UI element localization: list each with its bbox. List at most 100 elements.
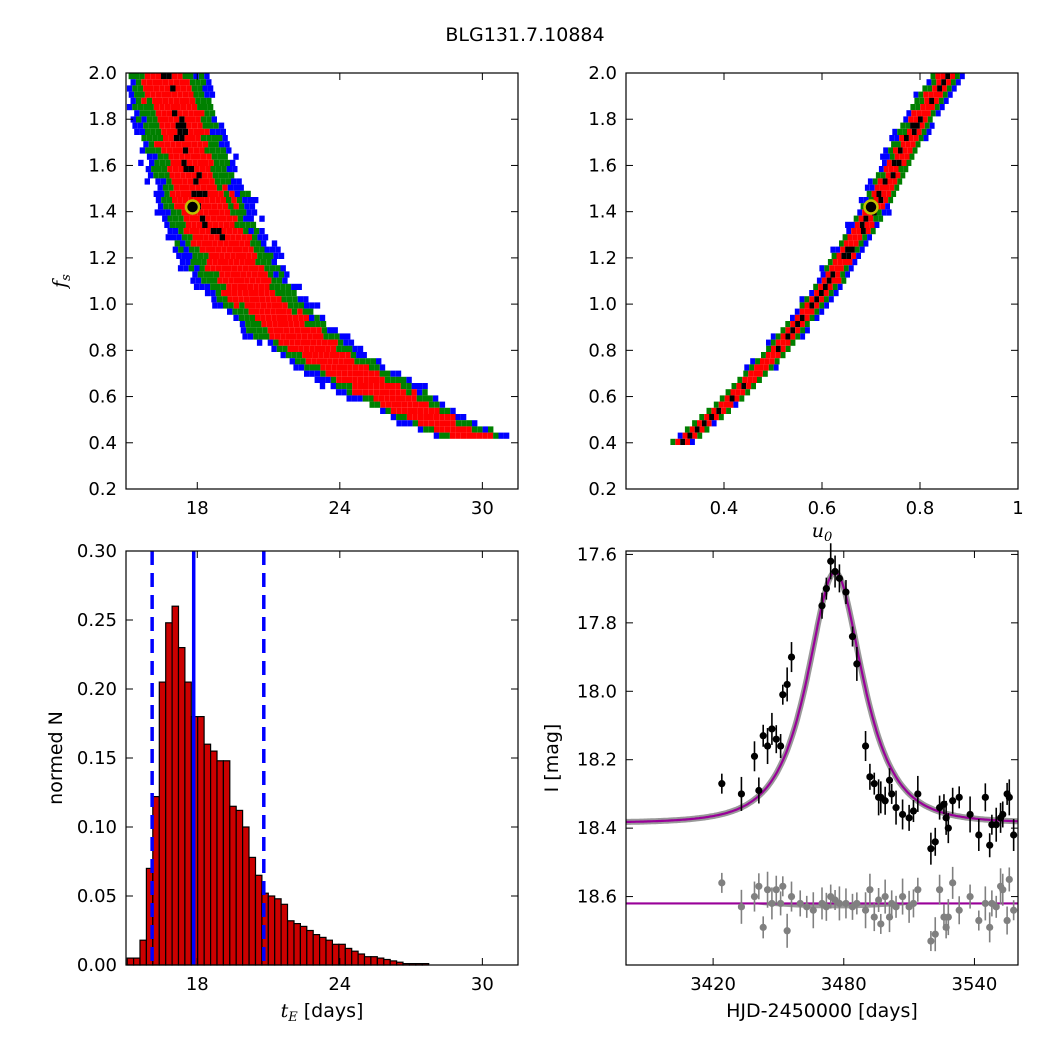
data-point — [763, 742, 772, 750]
heatmap-cell — [891, 190, 897, 197]
heatmap-cell — [352, 389, 358, 396]
heatmap-cell — [156, 166, 162, 173]
data-point — [861, 742, 870, 750]
heatmap-cell — [171, 234, 177, 241]
heatmap-cell — [861, 228, 866, 235]
heatmap-cell — [166, 197, 172, 204]
heatmap-cell — [204, 73, 210, 80]
heatmap-cell — [860, 203, 866, 210]
heatmap-cell — [202, 122, 208, 129]
heatmap-cell — [911, 128, 917, 135]
heatmap-cell — [285, 333, 291, 340]
heatmap-cell — [251, 271, 258, 278]
heatmap-cell — [168, 135, 174, 142]
heatmap-cell — [205, 166, 211, 173]
heatmap-cell — [699, 426, 705, 433]
heatmap-cell — [214, 178, 221, 185]
heatmap-cell — [296, 352, 303, 359]
data-point — [827, 557, 835, 565]
heatmap-cell — [155, 91, 162, 98]
heatmap-cell — [863, 197, 869, 204]
heatmap-cell — [210, 283, 216, 290]
heatmap-cell — [297, 296, 304, 303]
heatmap-cell — [249, 277, 256, 284]
heatmap-cell — [228, 302, 234, 309]
heatmap-cell — [244, 259, 250, 266]
residual-point — [975, 916, 983, 925]
heatmap-cell — [172, 246, 179, 253]
heatmap-cell — [390, 383, 396, 390]
heatmap-cell — [275, 246, 281, 253]
heatmap-cell — [223, 221, 230, 228]
heatmap-cell — [704, 426, 710, 433]
heatmap-cell — [261, 321, 267, 328]
heatmap-cell — [417, 407, 424, 414]
heatmap-cell — [400, 389, 407, 396]
heatmap-cell — [173, 79, 180, 86]
heatmap-cell — [498, 432, 504, 439]
histogram-bar — [248, 856, 257, 966]
heatmap-cell — [821, 277, 827, 284]
heatmap-cell — [903, 116, 909, 123]
heatmap-cell — [872, 178, 878, 185]
heatmap-cell — [278, 327, 284, 334]
heatmap-cell — [466, 420, 472, 427]
heatmap-cell — [390, 376, 396, 383]
heatmap-cell — [138, 159, 144, 166]
heatmap-cell — [211, 184, 217, 191]
x-tick-label: 1 — [1012, 498, 1023, 519]
heatmap-cell — [173, 116, 180, 123]
heatmap-cell — [396, 420, 402, 427]
panel-light-curve: 3420 3480 354017.617.818.018.218.418.6HJD-… — [541, 543, 1019, 1022]
heatmap-cell — [204, 290, 211, 297]
heatmap-cell — [858, 240, 864, 247]
heatmap-cell — [230, 159, 236, 166]
heatmap-cell — [183, 246, 189, 253]
heatmap-cell — [173, 184, 180, 191]
heatmap-cell — [400, 395, 406, 402]
heatmap-cell — [232, 308, 238, 315]
heatmap-cell — [215, 197, 221, 204]
heatmap-cell — [299, 321, 305, 328]
heatmap-cell — [304, 321, 310, 328]
histogram-bar — [357, 953, 366, 966]
heatmap-cell — [503, 432, 510, 439]
heatmap-cell — [157, 153, 164, 160]
heatmap-cell — [208, 209, 214, 216]
heatmap-cell — [876, 209, 882, 216]
heatmap-cell — [890, 172, 896, 179]
data-point — [898, 810, 907, 819]
histogram-bar — [319, 936, 327, 966]
heatmap-cell — [278, 339, 284, 346]
histogram-bar — [351, 950, 359, 966]
y-tick-label: 18.0 — [577, 681, 617, 702]
y-tick-label: 1.0 — [588, 294, 617, 315]
heatmap-cell — [920, 104, 926, 111]
heatmap-cell — [219, 159, 225, 166]
heatmap-cell — [373, 395, 379, 402]
heatmap-cell — [233, 153, 239, 160]
plot-frame — [125, 72, 519, 490]
heatmap-cell — [854, 246, 860, 253]
heatmap-cell — [352, 383, 358, 390]
heatmap-cell — [255, 314, 261, 321]
heatmap-cell — [253, 246, 260, 253]
heatmap-cell — [780, 352, 786, 359]
heatmap-cell — [411, 383, 417, 390]
data-point — [905, 814, 913, 822]
heatmap-cell — [246, 271, 252, 278]
y-tick-label: 0.6 — [588, 387, 617, 408]
heatmap-cell — [915, 141, 921, 148]
heatmap-cell — [327, 358, 333, 365]
heatmap-cell — [188, 91, 194, 98]
heatmap-cell — [745, 389, 751, 396]
heatmap-cell — [239, 259, 245, 266]
heatmap-cell — [226, 246, 233, 253]
heatmap-cell — [132, 122, 138, 129]
heatmap-cell — [829, 265, 835, 272]
heatmap-cell — [843, 265, 849, 272]
heatmap-cell — [199, 128, 205, 135]
heatmap-cell — [319, 383, 326, 390]
heatmap-cell — [250, 240, 256, 247]
heatmap-cell — [180, 190, 186, 197]
